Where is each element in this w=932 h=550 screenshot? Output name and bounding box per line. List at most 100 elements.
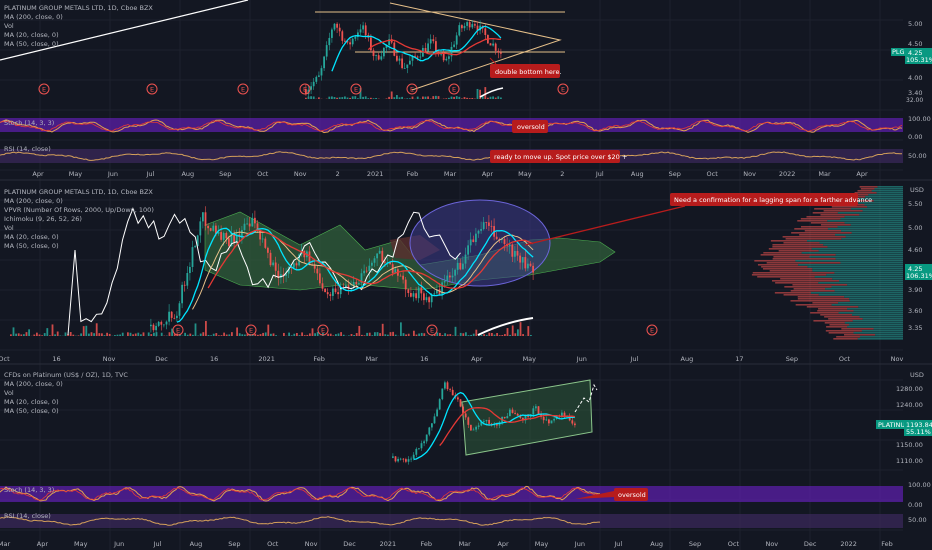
earnings-marker-icon[interactable] bbox=[172, 324, 184, 336]
candle-body bbox=[415, 448, 418, 455]
callout-double-bottom[interactable]: double bottom here. bbox=[489, 57, 562, 78]
earnings-marker-icon[interactable] bbox=[426, 324, 438, 336]
x-tick-label: Jun bbox=[113, 540, 124, 548]
candle-body bbox=[298, 254, 300, 266]
candle-body bbox=[469, 239, 472, 246]
candle-body bbox=[329, 294, 332, 296]
volume-bar bbox=[212, 333, 215, 336]
x-tick-label: Oct bbox=[267, 540, 279, 548]
vpvr-bar-up bbox=[873, 328, 903, 330]
earnings-marker-icon[interactable] bbox=[38, 83, 50, 95]
x-tick-label: Apr bbox=[32, 170, 44, 178]
earnings-marker-icon[interactable] bbox=[237, 83, 249, 95]
volume-bar bbox=[173, 334, 176, 336]
candle-body bbox=[394, 269, 397, 274]
panel1-ma20-line bbox=[331, 25, 502, 72]
candle-body bbox=[427, 43, 429, 52]
p2-symbol-pct: 106.31% bbox=[906, 272, 932, 280]
p3-symbol-tag bbox=[876, 420, 904, 429]
candle-body bbox=[163, 324, 165, 326]
candle-body bbox=[233, 233, 235, 243]
earnings-marker-label: E bbox=[241, 85, 245, 93]
candle-body bbox=[341, 31, 344, 41]
volume-bar bbox=[424, 96, 427, 99]
panel2-legend-ma50: MA (50, close, 0) bbox=[4, 242, 59, 250]
earnings-marker-icon[interactable] bbox=[646, 324, 658, 336]
volume-bar bbox=[416, 96, 419, 99]
volume-bar bbox=[449, 334, 452, 336]
panel1-stoch-band bbox=[0, 118, 903, 132]
price-channel[interactable] bbox=[461, 379, 593, 456]
earnings-marker-icon[interactable] bbox=[350, 83, 362, 95]
volume-bar bbox=[194, 323, 197, 336]
highlight-ellipse[interactable] bbox=[409, 199, 551, 287]
callout-oversold-2[interactable]: oversold bbox=[614, 488, 648, 501]
candle-body bbox=[545, 419, 548, 421]
x-tick-label: Oct bbox=[0, 355, 10, 363]
vpvr-bar-up bbox=[864, 204, 903, 206]
volume-bar bbox=[396, 95, 398, 99]
x-tick-label: 16 bbox=[52, 355, 60, 363]
earnings-marker-icon[interactable] bbox=[317, 324, 329, 336]
vpvr-bar-up bbox=[849, 298, 903, 300]
projection-path[interactable] bbox=[574, 383, 598, 413]
panel3-ma20-line bbox=[413, 391, 575, 460]
p3-symbol-pct: 55.11% bbox=[906, 428, 931, 436]
volume-bar bbox=[215, 333, 218, 336]
x-tick-label: Jul bbox=[613, 540, 622, 548]
candle-body bbox=[308, 251, 311, 265]
panel3-x-axis: Mar Apr May Jun Jul Aug Sep Oct Nov Dec 2021 Feb Mar… bbox=[0, 540, 893, 548]
volume-bar bbox=[17, 333, 20, 336]
candle-body bbox=[380, 56, 383, 60]
candle-body bbox=[475, 233, 477, 243]
vpvr-bar-down bbox=[773, 256, 810, 258]
earnings-marker-icon[interactable] bbox=[448, 83, 460, 95]
vpvr-bar-down bbox=[812, 302, 839, 304]
x-tick-label: Mar bbox=[444, 170, 457, 178]
p1-price-tag bbox=[905, 48, 932, 64]
p3-ytick-1: 1240.00 bbox=[896, 401, 923, 409]
vpvr-bar-up bbox=[827, 228, 903, 230]
volume-bar bbox=[288, 332, 290, 336]
volume-bar bbox=[385, 98, 388, 99]
callout-ready-to-move-up[interactable]: ready to move up. Spot price over $20 + bbox=[490, 150, 627, 163]
volume-bar bbox=[210, 335, 212, 336]
earnings-marker-icon[interactable] bbox=[557, 83, 569, 95]
x-tick-label: May bbox=[74, 540, 88, 548]
earnings-marker-icon[interactable] bbox=[406, 83, 418, 95]
volume-bar bbox=[307, 96, 310, 99]
volume-bar bbox=[127, 332, 129, 336]
candle-body bbox=[407, 459, 410, 462]
callout-oversold-1[interactable]: oversold bbox=[512, 120, 548, 133]
vpvr-bar-up bbox=[801, 252, 903, 254]
candle-body bbox=[370, 37, 372, 51]
volume-bar bbox=[522, 334, 524, 336]
volume-bar bbox=[348, 335, 350, 336]
candle-body bbox=[488, 419, 490, 424]
earnings-marker-icon[interactable] bbox=[299, 83, 311, 95]
candle-body bbox=[354, 36, 357, 39]
triangle-pattern[interactable] bbox=[389, 2, 562, 91]
earnings-marker-icon[interactable] bbox=[245, 324, 257, 336]
panel3-legend: CFDs on Platinum (US$ / OZ), 1D, TVC MA … bbox=[4, 371, 128, 415]
volume-bar bbox=[147, 332, 150, 336]
volume-bar bbox=[468, 98, 471, 99]
panel1-title: PLATINUM GROUP METALS LTD, 1D, Cboe BZX bbox=[4, 4, 153, 12]
panel2-ichimoku-cloud bbox=[204, 211, 616, 291]
candle-body bbox=[425, 297, 428, 301]
candle-body bbox=[396, 55, 398, 61]
candle-body bbox=[315, 76, 318, 82]
volume-bar bbox=[441, 335, 444, 336]
candle-body bbox=[442, 53, 445, 61]
candle-body bbox=[349, 42, 351, 45]
vpvr-bar-down bbox=[804, 230, 842, 232]
vpvr-bar-down bbox=[820, 214, 860, 216]
trendline-long[interactable] bbox=[0, 0, 249, 61]
callout-lagging-span[interactable]: Need a confirmation for a lagging span f… bbox=[670, 193, 872, 206]
earnings-marker-icon[interactable] bbox=[146, 83, 158, 95]
volume-bar bbox=[116, 334, 119, 336]
candle-body bbox=[416, 56, 419, 58]
vpvr-bar-up bbox=[859, 336, 903, 338]
panel1-y-axis: 5.00 4.50 4.00 3.40 32.00 PLG 4.25 105.3… bbox=[891, 20, 932, 104]
